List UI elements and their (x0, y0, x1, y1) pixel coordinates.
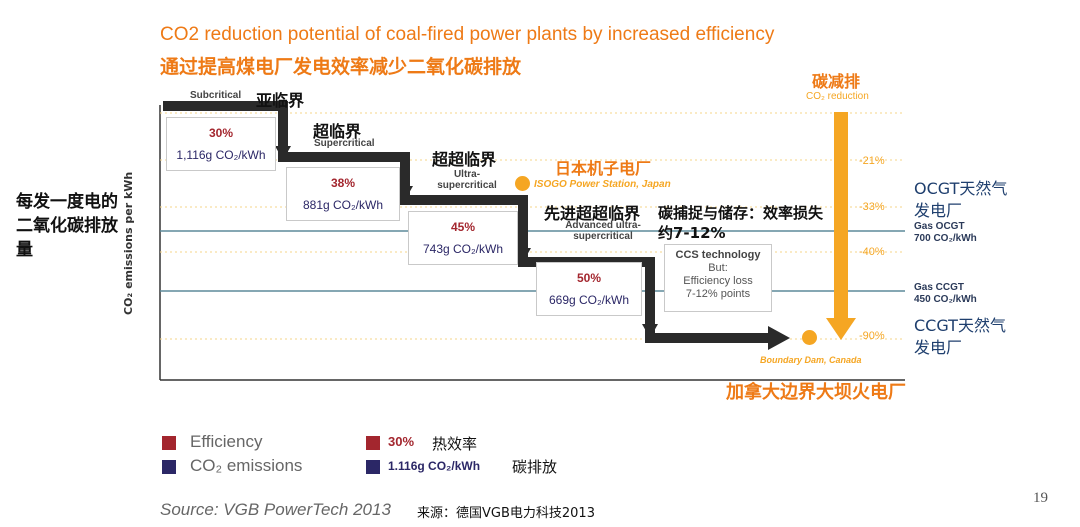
stage-label-cn: 超临界 (313, 122, 362, 141)
title-english: CO2 reduction potential of coal-fired po… (160, 24, 775, 45)
reduction-level: -40% (859, 246, 885, 258)
reduction-level: -90% (859, 330, 885, 342)
step-arrowhead-2 (397, 186, 413, 200)
reduction-arrow-shaft (834, 112, 848, 322)
stage-box-supercritical: 38% 881g CO₂/kWh (286, 167, 400, 221)
ccgt-label-en: Gas CCGT 450 CO₂/kWh (914, 282, 977, 306)
step-arrowhead-4 (642, 324, 658, 338)
legend-pct-cn: 热效率 (432, 435, 478, 453)
ccgt-label-cn: CCGT天然气发电厂 (914, 316, 1006, 357)
efficiency-value: 50% (576, 271, 602, 285)
factory-icon (802, 330, 817, 345)
reduction-label-en: CO₂ reduction (806, 91, 869, 102)
title-chinese: 通过提高煤电厂发电效率减少二氧化碳排放 (160, 56, 522, 78)
efficiency-value: 45% (450, 220, 476, 234)
legend-swatch-efficiency (162, 436, 176, 450)
efficiency-value: 38% (330, 176, 356, 190)
legend-em-cn: 碳排放 (512, 458, 558, 476)
stage-box-ultra-supercritical: 45% 743g CO₂/kWh (408, 211, 518, 265)
emission-value: 881g CO₂/kWh (302, 198, 384, 212)
ocgt-label-cn: OCGT天然气发电厂 (914, 179, 1008, 220)
ocgt-type: Gas OCGT (914, 221, 965, 232)
emission-value: 669g CO₂/kWh (548, 293, 630, 307)
legend-swatch-efficiency (366, 436, 380, 450)
isogo-label-cn: 日本机子电厂 (555, 159, 652, 178)
stage-box-advanced-usc: 50% 669g CO₂/kWh (536, 262, 642, 316)
stage-label-cn: 超超临界 (432, 150, 497, 169)
factory-icon (515, 176, 530, 191)
ccs-label-cn: 碳捕捉与储存：效率损失约7-12% (658, 204, 824, 242)
stage-label-cn: 亚临界 (256, 91, 305, 110)
efficiency-value: 30% (208, 126, 234, 140)
ccs-box: CCS technology But: Efficiency loss 7-12… (664, 244, 772, 312)
ccgt-emission: 450 CO₂/kWh (914, 294, 977, 305)
ccs-title: CCS technology (675, 249, 761, 261)
staircase-arrow (163, 101, 770, 343)
step-arrowhead-1 (275, 146, 291, 160)
legend-pct-example: 30% (388, 434, 415, 449)
stage-label-en: Subcritical (190, 90, 242, 101)
boundary-label-en: Boundary Dam, Canada (760, 355, 862, 365)
legend-efficiency-label: Efficiency (190, 432, 263, 451)
stage-label-cn: 先进超超临界 (544, 204, 641, 223)
ccs-line: But: (708, 262, 728, 274)
isogo-label-en: ISOGO Power Station, Japan (534, 179, 671, 190)
source-cn: 来源：德国VGB电力科技2013 (417, 506, 595, 521)
page-number: 19 (1033, 490, 1048, 506)
ocgt-emission: 700 CO₂/kWh (914, 233, 977, 244)
ccs-line: Efficiency loss (683, 275, 753, 287)
final-arrowhead (768, 326, 790, 350)
legend-emissions-label: CO₂ emissions (190, 456, 303, 475)
reduction-level: -33% (859, 201, 885, 213)
boundary-label-cn: 加拿大边界大坝火电厂 (726, 382, 906, 403)
stage-label-en: Advanced ultra-supercritical (565, 220, 641, 242)
y-axis-label-chinese: 每发一度电的二氧化碳排放量 (16, 192, 118, 260)
reduction-arrowhead (826, 318, 856, 340)
legend-em-example: 1.116g CO₂/kWh (388, 459, 481, 473)
step-arrowhead-3 (515, 248, 531, 262)
source-en: Source: VGB PowerTech 2013 (160, 500, 391, 519)
stage-label-en: Supercritical (314, 138, 375, 149)
legend-swatch-emissions (366, 460, 380, 474)
legend-swatch-emissions (162, 460, 176, 474)
reduction-label-cn: 碳减排 (812, 72, 861, 91)
emission-value: 743g CO₂/kWh (422, 242, 504, 256)
ccgt-type: Gas CCGT (914, 282, 965, 293)
emission-value: 1,116g CO₂/kWh (176, 148, 266, 162)
ocgt-label-en: Gas OCGT 700 CO₂/kWh (914, 221, 977, 245)
stage-box-subcritical: 30% 1,116g CO₂/kWh (166, 117, 276, 171)
ccs-line: 7-12% points (685, 288, 751, 300)
reduction-level: -21% (859, 155, 885, 167)
stage-label-en: Ultra-supercritical (437, 169, 497, 191)
